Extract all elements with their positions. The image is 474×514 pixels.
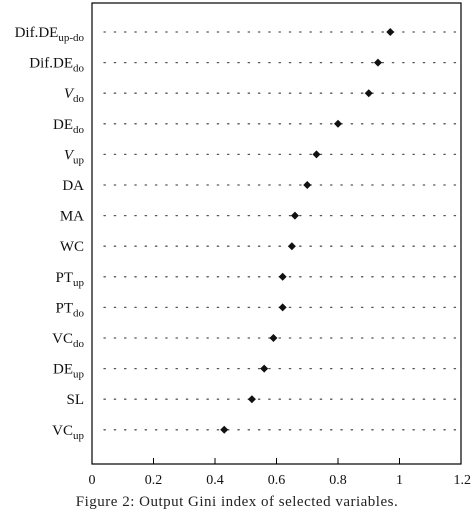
data-point [373,58,382,67]
x-tick-label: 0.6 [268,473,286,488]
y-tick-label: VCdo [52,331,84,350]
data-point [287,242,296,251]
y-tick-label: DEup [53,362,85,381]
data-point [364,89,373,98]
y-tick-label: SL [66,392,84,408]
x-tick-label: 1.2 [454,473,472,488]
plot-frame [91,2,462,465]
y-tick-label: MA [60,209,84,225]
figure-caption: Figure 2: Output Gini index of selected … [75,494,399,510]
y-axis-labels: Dif.DEup-do Dif.DEdo Vdo DEdo Vup DA MA WC PTup P… [15,25,85,442]
y-tick-label: Dif.DEdo [29,56,84,75]
data-point [312,150,321,159]
data-point [278,272,287,281]
y-tick-label: VCup [52,423,84,442]
data-point [303,181,312,189]
data-point [269,334,278,342]
y-tick-label: DEdo [53,117,85,136]
y-tick-label: Vdo [64,86,85,105]
y-tick-label: WC [60,239,84,255]
data-point [386,28,395,36]
data-point [247,395,256,404]
data-point [220,425,229,434]
y-tick-label: Vup [64,147,85,166]
y-tick-label: PTup [55,270,84,289]
guide-lines [103,31,460,431]
data-point [290,211,299,220]
x-tick-label: 0 [89,473,96,488]
data-point [278,303,287,312]
data-point [260,364,269,373]
data-points [220,28,395,434]
y-tick-label: Dif.DEup-do [15,25,85,44]
x-tick-label: 0.8 [329,473,347,488]
x-tick-label: 0.4 [206,473,224,488]
x-axis-ticks: 0 0.2 0.4 0.6 0.8 1 1.2 [89,458,472,488]
x-tick-label: 0.2 [145,473,163,488]
y-tick-label: DA [62,178,84,194]
y-tick-label: PTdo [55,300,84,319]
data-point [334,119,342,128]
x-tick-label: 1 [396,473,403,488]
